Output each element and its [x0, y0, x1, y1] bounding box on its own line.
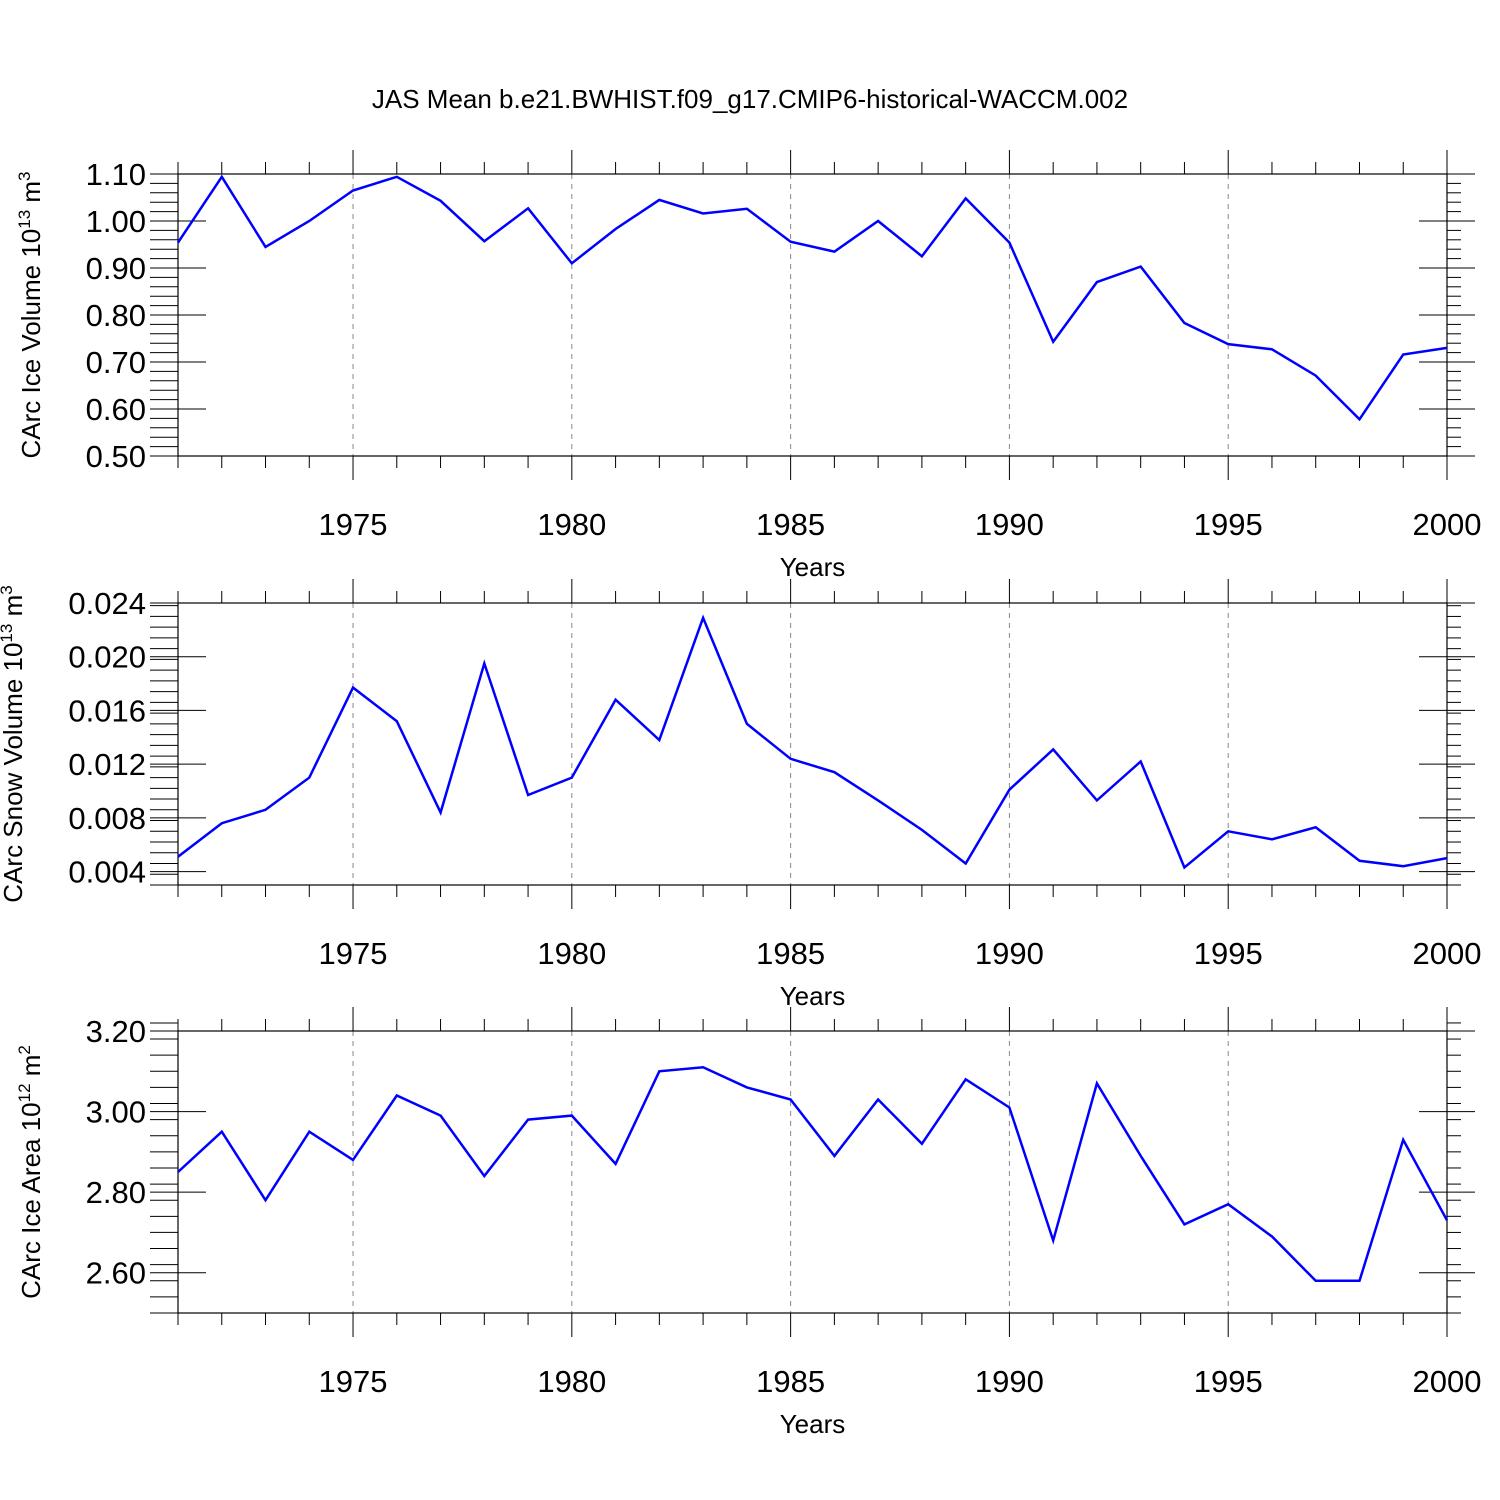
x-tick-label: 1980: [537, 1364, 606, 1399]
x-axis-label: Years: [780, 1409, 846, 1439]
x-tick-label: 1980: [537, 507, 606, 542]
x-tick-label: 1995: [1194, 1364, 1263, 1399]
x-tick-label: 1975: [319, 936, 388, 971]
series-line: [177, 614, 1448, 870]
y-tick-label: 0.004: [68, 855, 146, 890]
y-tick-label: 0.90: [86, 251, 146, 286]
x-tick-label: 1975: [319, 1364, 388, 1399]
y-tick-label: 0.70: [86, 345, 146, 380]
y-tick-label: 3.00: [86, 1095, 146, 1130]
y-axis-label-unit: m: [0, 595, 28, 624]
y-axis-label-text: CArc Ice Area 10: [16, 1102, 46, 1299]
x-tick-label: 2000: [1413, 936, 1482, 971]
y-tick-label: 2.60: [86, 1256, 146, 1291]
panel-2: 0.004 0.008 0.012 0.016 0.020 0.024 1975 1980 19…: [0, 579, 1481, 1011]
x-tick-label: 1985: [756, 1364, 825, 1399]
y-axis-label: CArc Ice Area 1012 m2: [15, 1045, 46, 1299]
plot-frame: [177, 173, 1448, 457]
y-tick-label: 0.024: [68, 586, 146, 621]
x-tick-label: 2000: [1413, 507, 1482, 542]
figure-title: JAS Mean b.e21.BWHIST.f09_g17.CMIP6-hist…: [371, 84, 1129, 114]
x-tick-label: 1985: [756, 936, 825, 971]
x-axis-label: Years: [780, 552, 846, 582]
y-tick-label: 0.80: [86, 298, 146, 333]
y-axis-label-unit-exponent: 3: [15, 171, 34, 180]
y-axis-label-exponent: 13: [15, 210, 34, 229]
panel-3: 2.60 2.80 3.00 3.20 1975 1980 1985 1990 1995 2000…: [15, 1007, 1481, 1439]
x-tick-label: 2000: [1413, 1364, 1482, 1399]
y-axis-label: CArc Ice Volume 1013 m3: [15, 171, 46, 458]
x-tick-label: 1990: [975, 1364, 1044, 1399]
x-tick-label: 1980: [537, 936, 606, 971]
y-tick-label: 1.10: [86, 157, 146, 192]
y-axis-label-unit: m: [16, 181, 46, 210]
y-axis-label-unit-exponent: 3: [0, 585, 16, 594]
y-tick-label: 0.60: [86, 392, 146, 427]
y-axis-label-unit: m: [16, 1055, 46, 1084]
y-axis-label-text: CArc Snow Volume 10: [0, 643, 28, 903]
y-tick-label: 2.80: [86, 1175, 146, 1210]
x-tick-label: 1995: [1194, 507, 1263, 542]
x-tick-label: 1985: [756, 507, 825, 542]
y-tick-label: 0.50: [86, 439, 146, 474]
y-tick-label: 0.020: [68, 640, 146, 675]
y-axis-label-exponent: 12: [15, 1083, 34, 1102]
y-tick-label: 0.016: [68, 693, 146, 728]
y-tick-label: 3.20: [86, 1014, 146, 1049]
panel-1: 0.50 0.60 0.70 0.80 0.90 1.00 1.10 1975 1980 1985…: [15, 150, 1481, 582]
y-axis-label-exponent: 13: [0, 624, 16, 643]
series-line: [176, 174, 1448, 422]
y-tick-label: 0.008: [68, 801, 146, 836]
y-tick-label: 0.012: [68, 747, 146, 782]
x-tick-label: 1995: [1194, 936, 1263, 971]
y-axis-label-unit-exponent: 2: [15, 1045, 34, 1054]
x-axis-label: Years: [780, 981, 846, 1011]
x-tick-label: 1990: [975, 507, 1044, 542]
plot-frame: [177, 1030, 1448, 1314]
series-line: [177, 1066, 1449, 1283]
y-axis-label: CArc Snow Volume 1013 m3: [0, 585, 28, 902]
y-tick-label: 1.00: [86, 204, 146, 239]
y-axis-label-text: CArc Ice Volume 10: [16, 229, 46, 459]
x-tick-label: 1990: [975, 936, 1044, 971]
plot-frame: [177, 602, 1448, 886]
x-tick-label: 1975: [319, 507, 388, 542]
